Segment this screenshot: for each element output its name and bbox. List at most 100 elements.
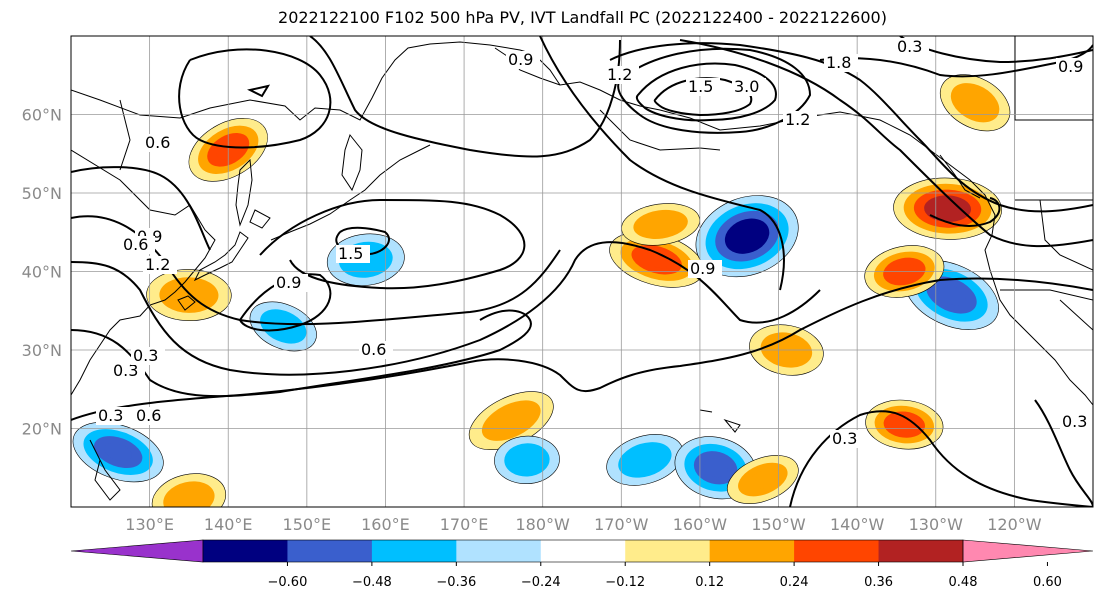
chart-title: 2022122100 F102 500 hPa PV, IVT Landfall… <box>278 8 887 27</box>
contour-label: 0.6 <box>136 406 161 425</box>
contour-label-bg <box>830 430 864 448</box>
contour-label: 1.8 <box>826 53 851 72</box>
colorbar-segment <box>878 540 964 562</box>
colorbar-segment <box>456 540 542 562</box>
contour-label: 0.6 <box>145 133 170 152</box>
colorbar-segment <box>709 540 795 562</box>
colorbar-segment <box>794 540 880 562</box>
contour-label-bg <box>1056 58 1090 76</box>
colorbar-frame <box>202 539 964 563</box>
colorbar-tick-label: −0.60 <box>268 575 308 590</box>
colorbar-segment <box>625 540 711 562</box>
latitude-labels: 20°N 30°N 40°N 50°N 60°N <box>22 106 62 439</box>
pv-shaded-region <box>494 409 528 433</box>
colorbar-tick-label: −0.36 <box>436 575 476 590</box>
map-frame <box>70 35 1094 508</box>
contour-label: 1.2 <box>145 255 170 274</box>
pv-shaded-region <box>937 284 966 306</box>
contour-label-bg <box>111 362 145 380</box>
contour-label: 1.5 <box>688 77 713 96</box>
contour-label-bg <box>134 407 168 425</box>
contour-labels: 0.30.60.90.61.21.50.90.60.30.30.60.91.21… <box>96 37 1093 448</box>
colorbar-extend-max <box>962 539 1094 563</box>
contour-label-bg <box>824 54 858 72</box>
coastlines <box>71 36 1093 501</box>
contour-label: 0.3 <box>98 406 123 425</box>
lon-tick-label: 160°W <box>673 515 728 534</box>
colorbar-tick-label: 0.60 <box>1033 575 1062 590</box>
contour-label-bg <box>336 245 370 263</box>
lon-tick-label: 170°E <box>440 515 489 534</box>
contour-label: 0.9 <box>508 50 533 69</box>
lat-tick-label: 40°N <box>22 263 62 282</box>
lon-tick-label: 150°E <box>283 515 332 534</box>
contour-label-bg <box>506 51 540 69</box>
contour-label: 1.5 <box>338 244 363 263</box>
colorbar-ticks: −0.60 −0.48 −0.36 −0.24 −0.12 0.12 0.24 0.36 0.4… <box>268 562 1062 590</box>
contour-label-bg <box>895 38 929 56</box>
lon-tick-label: 120°W <box>987 515 1042 534</box>
pv-shaded-region <box>748 470 777 490</box>
contour-label-bg <box>359 341 393 359</box>
contour-label-bg <box>605 66 639 84</box>
contour-label-bg <box>688 260 722 278</box>
contour-label: 0.3 <box>832 429 857 448</box>
colorbar-tick-label: 0.12 <box>695 575 724 590</box>
lon-tick-label: 130°E <box>125 515 174 534</box>
colorbar-tick-label: −0.24 <box>521 575 561 590</box>
contour-label: 1.2 <box>607 65 632 84</box>
lon-tick-label: 140°W <box>830 515 885 534</box>
colorbar-segment <box>371 540 457 562</box>
colorbar <box>70 539 1094 563</box>
lat-tick-label: 60°N <box>22 106 62 125</box>
contour-label-bg <box>686 78 720 96</box>
lon-tick-label: 160°E <box>361 515 410 534</box>
contour-label: 0.9 <box>690 259 715 278</box>
pv-shaded-region <box>961 91 989 114</box>
lat-tick-label: 30°N <box>22 341 62 360</box>
pv-shaded-region <box>703 458 728 478</box>
contour-label-bg <box>96 407 130 425</box>
lon-tick-label: 150°W <box>751 515 806 534</box>
contour-label: 0.3 <box>113 361 138 380</box>
contour-label-bg <box>121 236 155 254</box>
contour-label-bg <box>783 111 817 129</box>
colorbar-tick-label: −0.48 <box>352 575 392 590</box>
pv-shaded-region <box>734 226 760 247</box>
lon-tick-label: 140°E <box>204 515 253 534</box>
colorbar-tick-label: 0.24 <box>780 575 809 590</box>
pv-shaded-region <box>629 449 660 470</box>
pv-shaded-region <box>104 443 132 462</box>
pv-shaded-region <box>645 216 677 233</box>
pv-shaded-region <box>514 450 540 470</box>
contour-label-bg <box>131 347 165 365</box>
contour-label-bg <box>143 134 177 152</box>
pv-shaded-region <box>174 489 204 507</box>
pv-shading <box>72 74 1011 507</box>
contour-label: 0.3 <box>133 346 158 365</box>
pv-shaded-region <box>270 316 297 337</box>
contour-label: 0.6 <box>123 235 148 254</box>
colorbar-extend-min <box>70 539 204 563</box>
contour-label-bg <box>1060 413 1093 431</box>
contour-label: 0.3 <box>897 37 922 56</box>
lat-tick-label: 50°N <box>22 184 62 203</box>
contour-label: 0.9 <box>276 273 301 292</box>
contour-label: 0.6 <box>361 340 386 359</box>
colorbar-segment <box>540 540 626 562</box>
longitude-labels: 130°E 140°E 150°E 160°E 170°E 180°W 170°W 160°W… <box>125 515 1041 534</box>
colorbar-segment <box>203 540 288 562</box>
lon-tick-label: 180°W <box>516 515 571 534</box>
contour-label: 3.0 <box>734 77 759 96</box>
colorbar-tick-label: 0.36 <box>864 575 893 590</box>
colorbar-tick-label: −0.12 <box>605 575 645 590</box>
lat-tick-label: 20°N <box>22 420 62 439</box>
colorbar-segment <box>287 540 373 562</box>
contour-label-bg <box>732 78 766 96</box>
contour-label-bg <box>143 256 177 274</box>
contour-label: 0.9 <box>1058 57 1083 76</box>
contour-label: 0.3 <box>1062 412 1087 431</box>
lon-tick-label: 170°W <box>594 515 649 534</box>
pv-shaded-region <box>934 201 961 217</box>
